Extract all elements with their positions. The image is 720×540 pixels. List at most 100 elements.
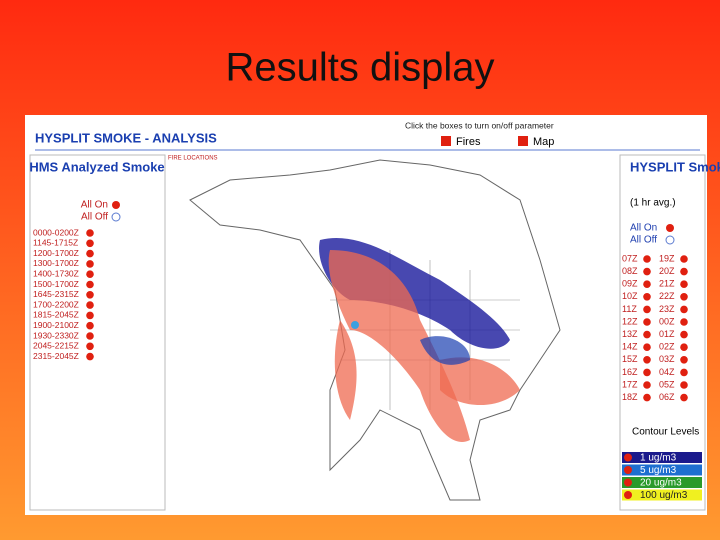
- hour-label: 22Z: [659, 291, 675, 301]
- all-on: All On: [81, 200, 108, 211]
- time-toggle[interactable]: [86, 291, 94, 299]
- hour-label: 20Z: [659, 266, 675, 276]
- instruction: Click the boxes to turn on/off parameter: [405, 120, 554, 130]
- time-label: 1300-1700Z: [33, 258, 79, 268]
- hour-label: 17Z: [622, 379, 638, 389]
- hour-label: 04Z: [659, 367, 675, 377]
- time-label: 1645-2315Z: [33, 289, 79, 299]
- time-label: 1815-2045Z: [33, 310, 79, 320]
- all-off: All Off: [630, 235, 657, 246]
- hour-label: 13Z: [622, 329, 638, 339]
- time-toggle[interactable]: [86, 352, 94, 361]
- hour-toggle[interactable]: [643, 280, 651, 289]
- app-title: HYSPLIT SMOKE - ANALYSIS: [35, 130, 217, 145]
- hour-toggle[interactable]: [643, 393, 651, 402]
- hour-toggle[interactable]: [680, 267, 688, 276]
- time-label: 1900-2100Z: [33, 320, 79, 330]
- level-label: 1 ug/m3: [640, 453, 677, 464]
- time-label: 1930-2330Z: [33, 330, 79, 340]
- level-label: 5 ug/m3: [640, 465, 677, 476]
- hour-toggle[interactable]: [643, 330, 651, 339]
- hour-toggle[interactable]: [680, 305, 688, 314]
- hour-label: 00Z: [659, 316, 675, 326]
- hour-toggle[interactable]: [680, 280, 688, 289]
- hour-label: 21Z: [659, 279, 675, 289]
- hour-toggle[interactable]: [680, 356, 688, 364]
- hour-label: 02Z: [659, 342, 675, 352]
- hour-toggle[interactable]: [680, 318, 688, 326]
- level-label: 100 ug/m3: [640, 490, 688, 501]
- time-label: 2045-2215Z: [33, 341, 79, 351]
- hour-toggle[interactable]: [643, 267, 651, 276]
- hour-label: 01Z: [659, 329, 675, 339]
- hour-toggle[interactable]: [680, 255, 688, 263]
- level-toggle[interactable]: [624, 453, 632, 462]
- all-off-button[interactable]: [111, 212, 121, 222]
- fires-box[interactable]: [441, 136, 451, 146]
- hour-toggle[interactable]: [680, 393, 688, 402]
- all-on-button[interactable]: [666, 224, 674, 232]
- right-panel: [619, 154, 706, 511]
- hour-toggle[interactable]: [643, 368, 651, 377]
- level-toggle[interactable]: [624, 466, 632, 474]
- time-toggle[interactable]: [86, 260, 94, 268]
- map-box[interactable]: [518, 136, 528, 146]
- level-swatch: [622, 477, 702, 488]
- hour-toggle[interactable]: [680, 381, 688, 389]
- hour-toggle[interactable]: [643, 343, 651, 352]
- level-toggle[interactable]: [624, 478, 632, 487]
- hour-label: 14Z: [622, 342, 638, 352]
- time-label: 1200-1700Z: [33, 248, 79, 258]
- hour-toggle[interactable]: [643, 356, 651, 364]
- hour-label: 05Z: [659, 379, 675, 389]
- all-off-button[interactable]: [665, 235, 675, 245]
- hour-label: 10Z: [622, 291, 638, 301]
- fire-locations: FIRE LOCATIONS: [168, 156, 218, 162]
- hour-label: 12Z: [622, 316, 638, 326]
- hour-toggle[interactable]: [680, 293, 688, 301]
- all-on-button[interactable]: [112, 201, 120, 209]
- level-swatch: [622, 464, 702, 476]
- hour-label: 09Z: [622, 279, 638, 289]
- hour-label: 18Z: [622, 392, 638, 402]
- time-toggle[interactable]: [86, 270, 94, 279]
- map: [189, 159, 561, 501]
- time-label: 0000-0200Z: [33, 227, 79, 237]
- slide-title: Results display: [225, 46, 494, 90]
- time-toggle[interactable]: [86, 311, 94, 320]
- time-toggle[interactable]: [86, 239, 94, 248]
- time-label: 1400-1730Z: [33, 268, 79, 278]
- hour-toggle[interactable]: [643, 305, 651, 314]
- time-toggle[interactable]: [86, 249, 94, 258]
- time-label: 1500-1700Z: [33, 279, 79, 289]
- hour-label: 06Z: [659, 392, 675, 402]
- panel-title: HMS Analyzed Smoke: [29, 159, 164, 174]
- hour-toggle[interactable]: [680, 343, 688, 352]
- time-label: 1700-2200Z: [33, 299, 79, 309]
- hour-toggle[interactable]: [680, 330, 688, 339]
- level-toggle[interactable]: [624, 491, 632, 499]
- time-toggle[interactable]: [86, 342, 94, 351]
- hour-toggle[interactable]: [643, 293, 651, 301]
- contour-title: Contour Levels: [632, 427, 699, 438]
- time-toggle[interactable]: [86, 332, 94, 340]
- hour-toggle[interactable]: [680, 368, 688, 377]
- time-label: 1145-1715Z: [33, 238, 78, 248]
- time-toggle[interactable]: [86, 280, 94, 289]
- hour-label: 16Z: [622, 367, 638, 377]
- hour-toggle[interactable]: [643, 318, 651, 326]
- hour-label: 08Z: [622, 266, 638, 276]
- time-toggle[interactable]: [86, 301, 94, 309]
- level-label: 20 ug/m3: [640, 478, 682, 489]
- all-off: All Off: [81, 212, 108, 223]
- hour-toggle[interactable]: [643, 381, 651, 389]
- hour-toggle[interactable]: [643, 255, 651, 263]
- all-on: All On: [630, 223, 657, 234]
- panel-subtitle: (1 hr avg.): [630, 198, 676, 209]
- time-toggle[interactable]: [86, 321, 94, 330]
- panel-title: HYSPLIT Smoke: [630, 159, 720, 174]
- hour-label: 11Z: [622, 304, 637, 314]
- time-toggle[interactable]: [86, 229, 94, 237]
- left-panel: [29, 154, 166, 511]
